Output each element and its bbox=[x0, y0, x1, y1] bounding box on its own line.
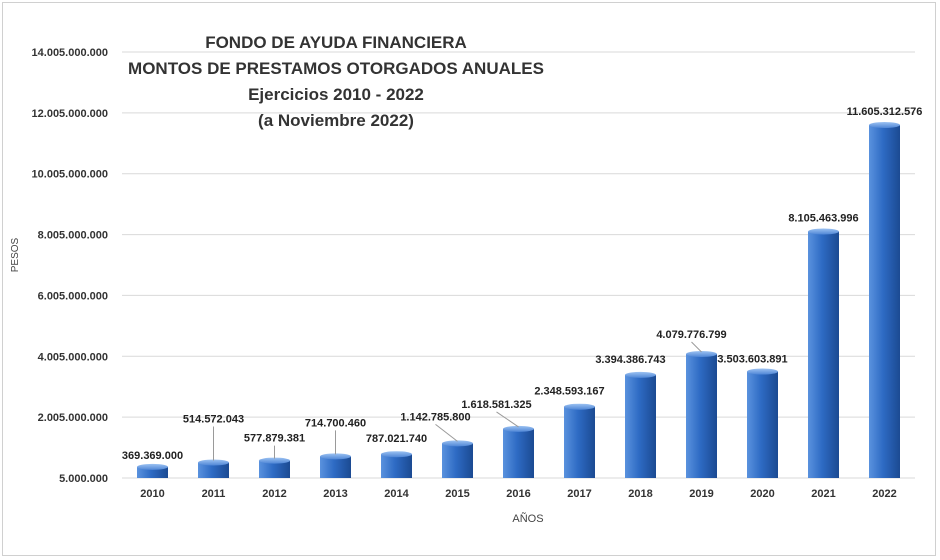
bar-cap-2017 bbox=[564, 403, 595, 410]
x-tick-label-2017: 2017 bbox=[567, 488, 591, 500]
data-label-2022: 11.605.312.576 bbox=[847, 106, 923, 118]
bar-cap-2020 bbox=[747, 368, 778, 375]
x-tick-label-2012: 2012 bbox=[262, 488, 286, 500]
bar-2022 bbox=[869, 125, 900, 479]
data-label-2021: 8.105.463.996 bbox=[788, 213, 858, 225]
bar-2020 bbox=[747, 371, 778, 478]
y-tick-label: 4.005.000.000 bbox=[38, 351, 108, 363]
x-tick-label-2022: 2022 bbox=[872, 488, 896, 500]
leader-line-2015 bbox=[435, 423, 458, 442]
data-label-2019: 4.079.776.799 bbox=[656, 329, 726, 341]
bar-cap-2011 bbox=[198, 459, 229, 466]
title-line-1: FONDO DE AYUDA FINANCIERA bbox=[205, 33, 467, 52]
x-tick-label-2014: 2014 bbox=[384, 488, 409, 500]
x-tick-label-2015: 2015 bbox=[445, 488, 469, 500]
bar-2021 bbox=[808, 231, 839, 478]
x-tick-label-2016: 2016 bbox=[506, 488, 530, 500]
data-label-2010: 369.369.000 bbox=[122, 450, 183, 462]
bar-cap-2014 bbox=[381, 451, 412, 458]
bars bbox=[137, 122, 900, 479]
bar-2013 bbox=[320, 456, 351, 478]
bar-2019 bbox=[686, 354, 717, 478]
bar-cap-2010 bbox=[137, 463, 168, 470]
x-tick-label-2021: 2021 bbox=[811, 488, 835, 500]
x-tick-label-2013: 2013 bbox=[323, 488, 347, 500]
bar-cap-2016 bbox=[503, 425, 534, 432]
bar-2016 bbox=[503, 428, 534, 478]
x-tick-label-2018: 2018 bbox=[628, 488, 652, 500]
x-tick-label-2010: 2010 bbox=[140, 488, 164, 500]
y-tick-label: 5.000.000 bbox=[59, 473, 108, 485]
data-label-2013: 714.700.460 bbox=[305, 417, 366, 429]
x-axis-ticks: 2010 2011 2012 2013 2014 2015 2016 2017 2018 2019… bbox=[140, 488, 896, 500]
y-tick-label: 14.005.000.000 bbox=[32, 47, 108, 59]
leader-line-2019 bbox=[691, 341, 702, 353]
bar-cap-2012 bbox=[259, 457, 290, 464]
data-label-2016: 1.618.581.325 bbox=[461, 399, 531, 411]
bar-2010 bbox=[137, 466, 168, 478]
leader-line-2016 bbox=[496, 411, 519, 428]
x-tick-label-2019: 2019 bbox=[689, 488, 713, 500]
data-labels: 369.369.000 514.572.043577.879.381714.700… bbox=[122, 106, 923, 462]
data-label-2012: 577.879.381 bbox=[244, 433, 305, 445]
title-line-4: (a Noviembre 2022) bbox=[258, 111, 414, 130]
bar-2017 bbox=[564, 406, 595, 478]
x-tick-label-2020: 2020 bbox=[750, 488, 774, 500]
chart-title: FONDO DE AYUDA FINANCIERA MONTOS DE PRES… bbox=[120, 30, 552, 134]
y-tick-label: 10.005.000.000 bbox=[32, 169, 108, 181]
y-tick-label: 8.005.000.000 bbox=[38, 230, 108, 242]
data-label-2017: 2.348.593.167 bbox=[534, 386, 604, 398]
bar-cap-2018 bbox=[625, 371, 656, 378]
bar-2012 bbox=[259, 460, 290, 478]
title-line-3: Ejercicios 2010 - 2022 bbox=[248, 85, 424, 104]
data-label-2011: 514.572.043 bbox=[183, 413, 244, 425]
y-axis-title: PESOS bbox=[10, 237, 21, 272]
data-label-2014: 787.021.740 bbox=[366, 433, 427, 445]
y-tick-label: 6.005.000.000 bbox=[38, 290, 108, 302]
bar-cap-2015 bbox=[442, 440, 473, 447]
data-label-2015: 1.142.785.800 bbox=[400, 411, 470, 423]
bar-cap-2019 bbox=[686, 351, 717, 358]
x-axis-title: AÑOS bbox=[512, 512, 543, 525]
data-label-2018: 3.394.386.743 bbox=[595, 354, 665, 366]
y-tick-label: 12.005.000.000 bbox=[32, 108, 108, 120]
bar-cap-2021 bbox=[808, 228, 839, 235]
y-axis-ticks: 5.000.000 2.005.000.000 4.005.000.000 6.005… bbox=[32, 47, 108, 485]
bar-2018 bbox=[625, 374, 656, 478]
x-tick-label-2011: 2011 bbox=[202, 488, 226, 500]
bar-cap-2013 bbox=[320, 453, 351, 460]
bar-2011 bbox=[198, 462, 229, 478]
y-tick-label: 2.005.000.000 bbox=[38, 412, 108, 424]
data-label-2020: 3.503.603.891 bbox=[717, 354, 787, 366]
bar-2015 bbox=[442, 443, 473, 478]
title-line-2: MONTOS DE PRESTAMOS OTORGADOS ANUALES bbox=[128, 59, 544, 78]
bar-2014 bbox=[381, 454, 412, 478]
bar-cap-2022 bbox=[869, 122, 900, 129]
